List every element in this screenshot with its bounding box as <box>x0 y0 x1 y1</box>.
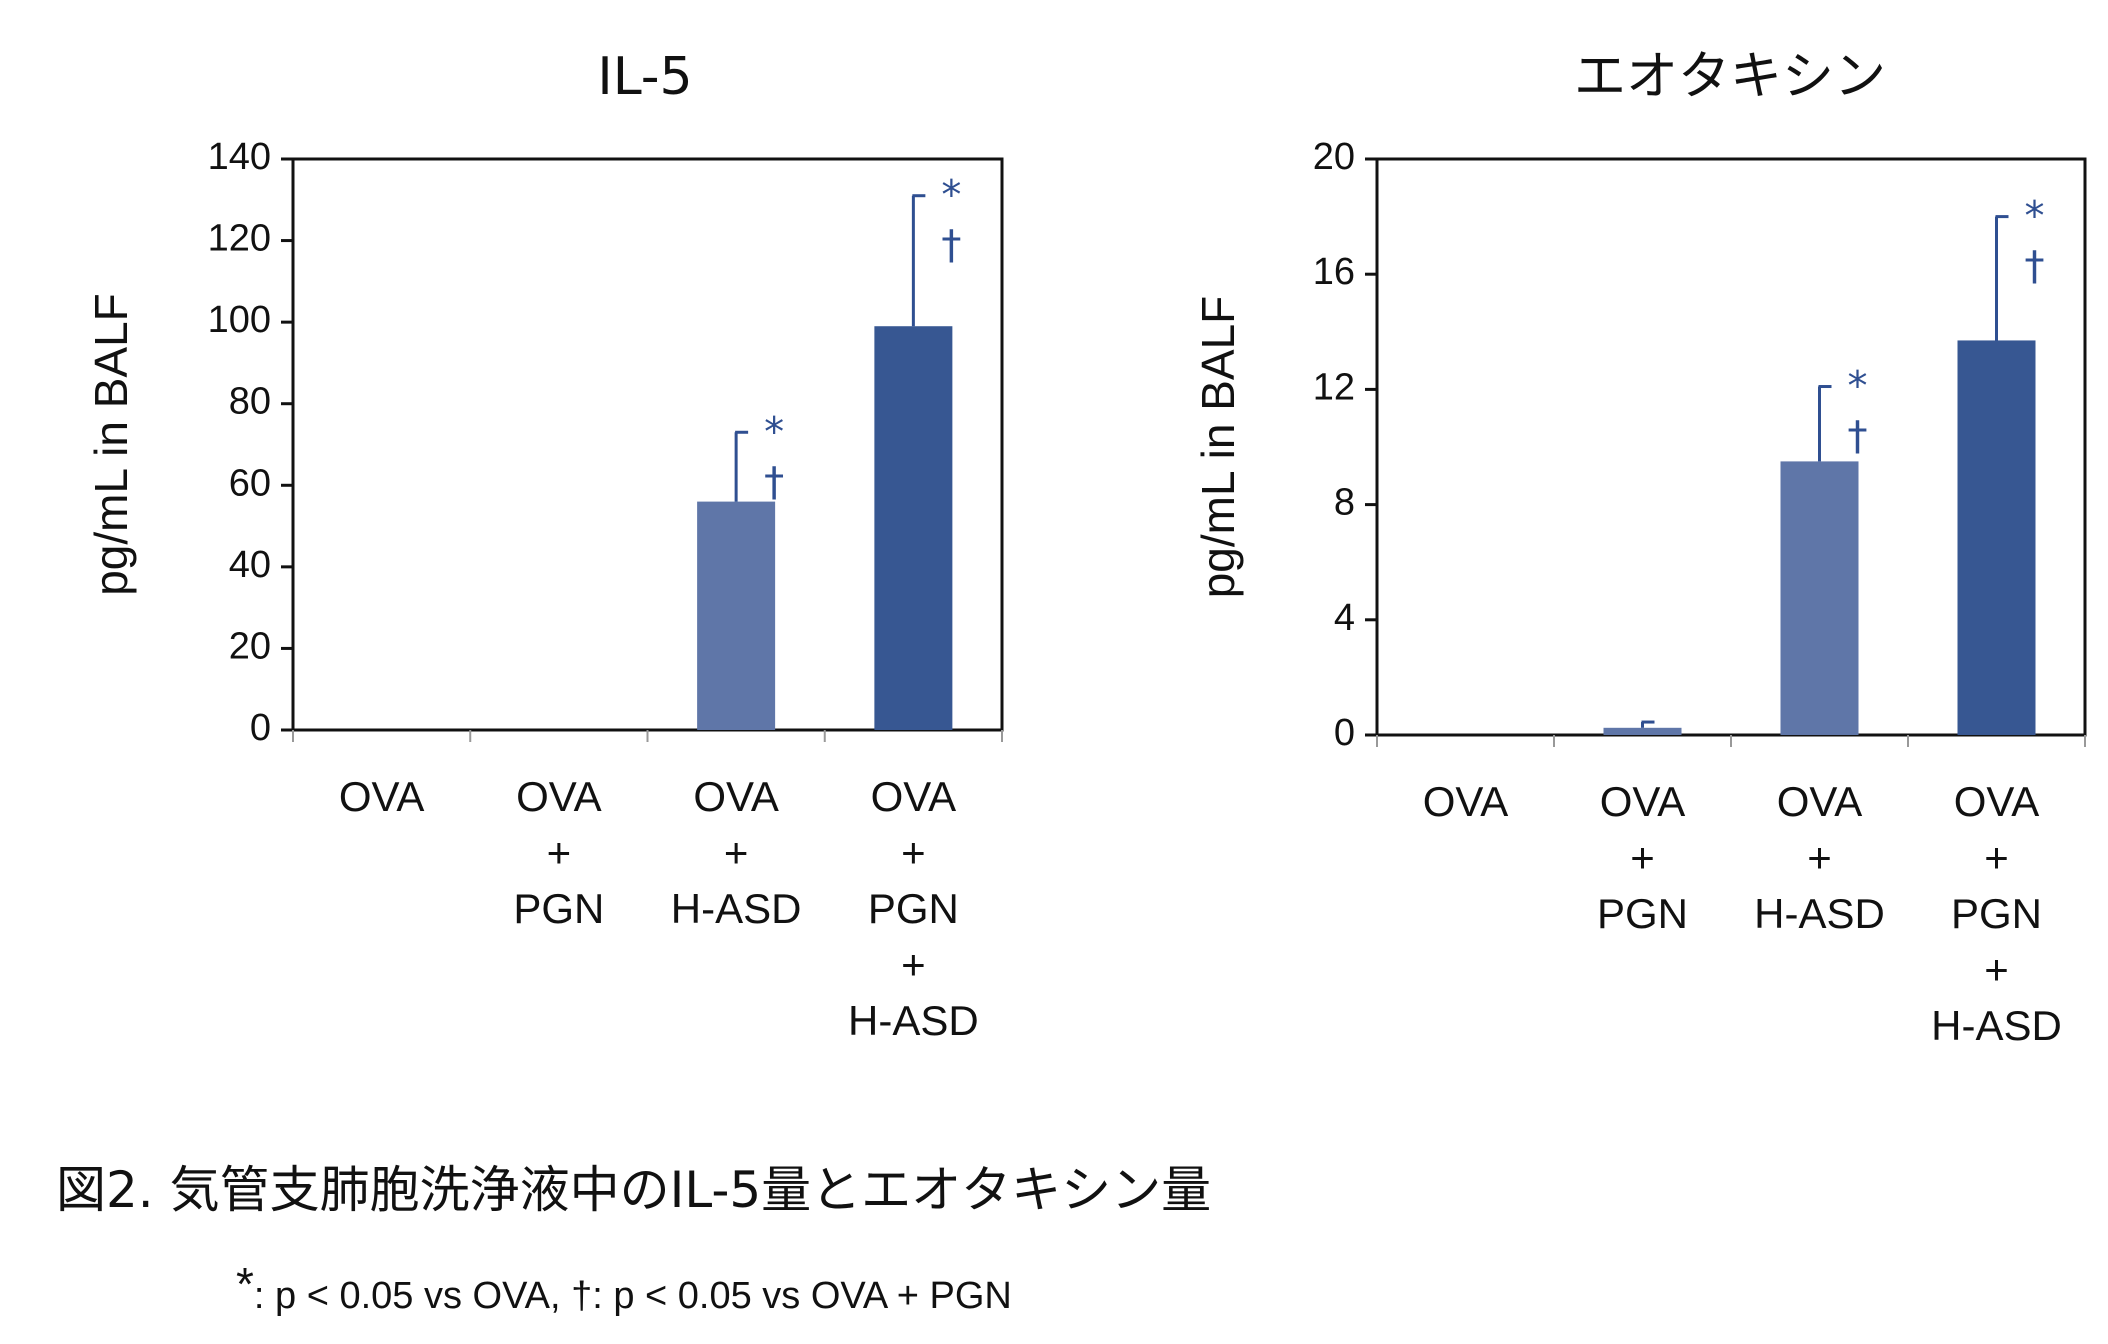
y-tick-label: 4 <box>1334 597 1355 639</box>
y-tick-label: 20 <box>229 625 271 667</box>
significance-dagger: † <box>764 459 784 505</box>
chart-title: IL-5 <box>597 47 692 107</box>
category-label: OVA <box>1777 778 1863 825</box>
significance-footnote: *: p < 0.05 vs OVA, †: p < 0.05 vs OVA +… <box>236 1258 1012 1319</box>
category-label: OVA <box>1600 778 1686 825</box>
y-tick-label: 8 <box>1334 482 1355 524</box>
y-tick-label: 12 <box>1313 366 1355 408</box>
bar <box>1957 340 2036 735</box>
y-tick-label: 0 <box>250 707 271 749</box>
category-label: PGN <box>513 885 604 932</box>
significance-star: * <box>941 173 961 219</box>
category-label: + <box>901 941 926 988</box>
category-label: PGN <box>1597 890 1688 937</box>
category-label: + <box>547 829 572 876</box>
chart-1: IL-5 pg/mL in BALF 0 20 40 60 80 100 120 140 OVA OV… <box>85 47 1004 1044</box>
y-tick-label: 100 <box>208 299 271 341</box>
y-tick-label: 140 <box>208 136 271 178</box>
category-label: + <box>724 829 749 876</box>
category-label: OVA <box>871 773 957 820</box>
significance-dagger: † <box>1848 414 1868 460</box>
figure-caption: 図2. 気管支肺胞洗浄液中のIL-5量とエオタキシン量 <box>56 1161 1212 1219</box>
category-label: OVA <box>1423 778 1509 825</box>
y-axis-label: pg/mL in BALF <box>85 293 137 596</box>
y-tick-label: 0 <box>1334 712 1355 754</box>
chart-title: エオタキシン <box>1574 47 1886 107</box>
footnote-text: : p < 0.05 vs OVA, †: p < 0.05 vs OVA + … <box>253 1275 1012 1317</box>
category-label: + <box>1984 834 2009 881</box>
category-label: H-ASD <box>1754 890 1885 937</box>
y-tick-label: 40 <box>229 544 271 586</box>
y-tick-label: 80 <box>229 381 271 423</box>
significance-dagger: † <box>2025 244 2045 290</box>
bar <box>697 501 776 730</box>
significance-star: * <box>764 409 784 455</box>
category-label: OVA <box>693 773 779 820</box>
category-label: H-ASD <box>848 997 979 1044</box>
category-label: H-ASD <box>671 885 802 932</box>
bar <box>874 326 953 730</box>
category-label: + <box>901 829 926 876</box>
bar <box>1603 727 1682 735</box>
y-axis-label: pg/mL in BALF <box>1192 296 1244 599</box>
category-label: OVA <box>516 773 602 820</box>
category-label: + <box>1630 834 1655 881</box>
category-label: + <box>1807 834 1832 881</box>
y-tick-label: 120 <box>208 218 271 260</box>
y-tick-label: 16 <box>1313 251 1355 293</box>
significance-star: * <box>1848 364 1868 410</box>
bar <box>1780 461 1859 735</box>
significance-dagger: † <box>941 223 961 269</box>
significance-star: * <box>2025 194 2045 240</box>
category-label: OVA <box>1954 778 2040 825</box>
category-label: + <box>1984 946 2009 993</box>
category-label: H-ASD <box>1931 1002 2062 1049</box>
y-tick-label: 20 <box>1313 136 1355 178</box>
category-label: PGN <box>868 885 959 932</box>
y-tick-label: 60 <box>229 462 271 504</box>
category-label: OVA <box>339 773 425 820</box>
category-label: PGN <box>1951 890 2042 937</box>
footnote-star: * <box>236 1258 254 1310</box>
